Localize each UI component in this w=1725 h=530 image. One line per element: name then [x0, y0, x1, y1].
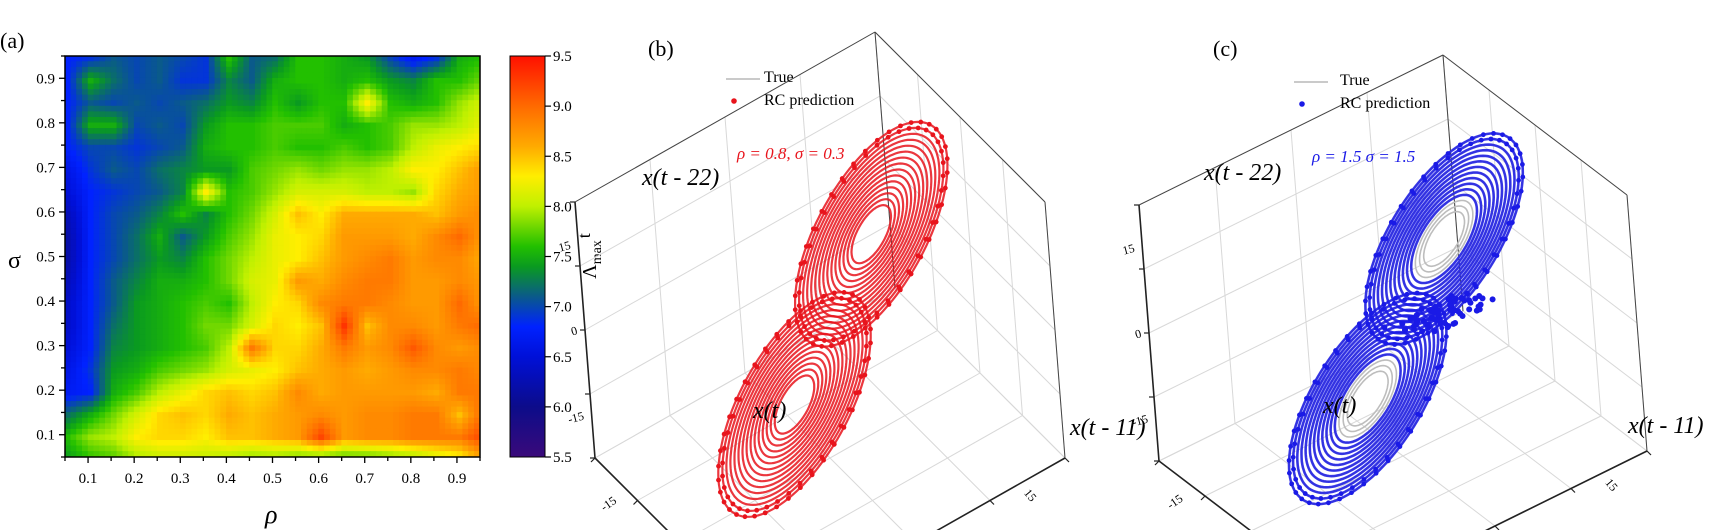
legend	[1294, 81, 1328, 107]
x-tick-label: 0.2	[125, 471, 144, 487]
y-tick-label: 0.1	[36, 428, 55, 444]
x-tick-label: 0.8	[401, 471, 420, 487]
panel-c-label: (c)	[1213, 36, 1238, 61]
y-tick-label: 0.5	[36, 250, 55, 266]
x-tick-label: 0.3	[171, 471, 190, 487]
colorbar-tick-label: 6.5	[553, 350, 572, 366]
y-tick-label: 0.7	[36, 160, 55, 176]
x-tick-label: 0.4	[217, 471, 236, 487]
colorbar	[509, 55, 546, 458]
axis-box	[1138, 54, 1648, 530]
x-axis-title-c: x(t)	[1323, 393, 1357, 419]
colorbar-tick-label: 7.0	[553, 300, 572, 316]
attractor	[716, 119, 950, 520]
tick-label: -15	[1164, 491, 1185, 512]
tick-label: 15	[1121, 241, 1136, 258]
y-tick-label: 0.9	[36, 71, 55, 87]
z-axis-title-c: x(t - 22)	[1204, 160, 1282, 186]
legend-rc-label-c: RC prediction	[1340, 95, 1431, 112]
panel-a-label: (a)	[0, 28, 25, 53]
tick-label: -15	[566, 409, 585, 427]
colorbar-tick-label: 7.5	[553, 250, 572, 266]
colorbar-tick-label: 8.5	[553, 149, 572, 165]
x-axis-title: ρ	[265, 500, 278, 529]
colorbar-tick-label: 8.0	[553, 199, 572, 215]
legend-rc-marker-icon	[1299, 101, 1305, 107]
colorbar-tick-label: 6.0	[553, 400, 572, 416]
legend-rc-marker-icon	[731, 98, 737, 104]
x-tick-label: 0.9	[448, 471, 467, 487]
legend-true-label-c: True	[1340, 72, 1370, 89]
colorbar-tick-label: 9.5	[553, 49, 572, 65]
x-axis-title-b: x(t)	[753, 398, 787, 424]
y-tick-label: 0.8	[36, 116, 55, 132]
legend-rc-label-b: RC prediction	[764, 92, 855, 109]
annotation-c: ρ = 1.5 σ = 1.5	[1312, 147, 1416, 166]
colorbar-tick-label: 9.0	[553, 99, 572, 115]
x-tick-label: 0.5	[263, 471, 282, 487]
colorbar-tick-label: 5.5	[553, 450, 572, 466]
annotation-b: ρ = 0.8, σ = 0.3	[737, 144, 845, 163]
y-tick-label: 0.6	[36, 205, 55, 221]
axis-box	[574, 31, 1066, 530]
tick-label: 0	[569, 323, 578, 338]
y-axis-title-b: x(t - 11)	[1070, 415, 1146, 441]
panel-b-label: (b)	[648, 36, 674, 61]
legend	[726, 78, 760, 104]
x-tick-label: 0.1	[79, 471, 98, 487]
tick-label: 15	[1602, 476, 1620, 494]
y-axis-title-c: x(t - 11)	[1628, 413, 1704, 439]
x-tick-label: 0.6	[309, 471, 328, 487]
grid	[1138, 54, 1648, 530]
y-tick-label: 0.4	[36, 294, 55, 310]
z-axis-title-b: x(t - 22)	[642, 165, 720, 191]
attractor	[1286, 131, 1526, 507]
tick-label: -15	[1130, 412, 1149, 430]
x-tick-label: 0.7	[355, 471, 374, 487]
tick-label: 15	[557, 238, 572, 255]
y-tick-label: 0.3	[36, 339, 55, 355]
y-axis-title: σ	[8, 248, 21, 274]
legend-true-label-b: True	[764, 69, 794, 86]
y-tick-label: 0.2	[36, 383, 55, 399]
tick-label: 0	[1133, 326, 1142, 341]
